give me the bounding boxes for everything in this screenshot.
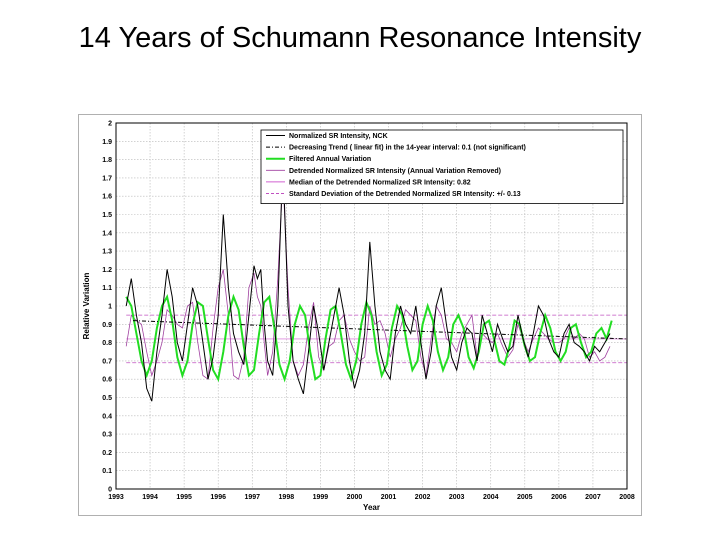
y-tick-label: 0.7	[102, 358, 112, 365]
x-axis-label: Year	[363, 503, 380, 512]
trend-line	[133, 320, 628, 340]
legend-entry: Median of the Detrended Normalized SR In…	[289, 179, 471, 186]
x-tick-label: 2001	[381, 494, 397, 501]
y-tick-label: 1.9	[102, 139, 112, 146]
chart-figure: 0 0.1 0.2 0.3 0.4 0.5 0.6 0.7 0.8 0.9 1 1.1 1.2 1.3 1.…	[78, 114, 642, 516]
y-tick-label: 1.5	[102, 212, 112, 219]
y-tick-label: 0.2	[102, 450, 112, 457]
y-tick-label: 0.3	[102, 432, 112, 439]
y-tick-label: 0.4	[102, 413, 112, 420]
plot-border	[115, 122, 628, 490]
y-tick-label: 1.8	[102, 157, 112, 164]
x-tick-label: 1996	[210, 494, 226, 501]
legend-entry: Detrended Normalized SR Intensity (Annua…	[289, 168, 501, 175]
x-tick-label: 2000	[347, 494, 363, 501]
x-tick-label: 1993	[108, 494, 124, 501]
y-tick-label: 1.3	[102, 249, 112, 256]
x-tick-label: 2005	[517, 494, 533, 501]
y-tick-label: 1.7	[102, 175, 112, 182]
legend-box	[260, 129, 624, 204]
series-filtered-line	[125, 293, 613, 383]
slide-title: 14 Years of Schumann Resonance Intensity	[78, 22, 642, 54]
y-tick-label: 0.5	[102, 395, 112, 402]
y-tick-label: 0.9	[102, 322, 112, 329]
y-tick-label: 0.1	[102, 468, 112, 475]
chart-svg: 0 0.1 0.2 0.3 0.4 0.5 0.6 0.7 0.8 0.9 1 1.1 1.2 1.3 1.…	[82, 121, 635, 513]
legend-entry: Filtered Annual Variation	[289, 156, 371, 163]
series-layer	[125, 159, 628, 402]
x-tick-label: 2006	[551, 494, 567, 501]
series-normalized-line	[125, 159, 611, 402]
y-axis-label: Relative Variation	[82, 273, 91, 340]
y-tick-label: 1	[108, 304, 112, 311]
x-tick-label: 2003	[449, 494, 465, 501]
legend: Normalized SR Intensity, NCK Decreasing T…	[260, 129, 624, 204]
y-tick-label: 1.1	[102, 285, 112, 292]
x-tick-label: 1995	[176, 494, 192, 501]
x-tick-label: 2004	[483, 494, 499, 501]
y-tick-label: 1.4	[102, 230, 112, 237]
x-tick-label: 1997	[244, 494, 260, 501]
y-tick-label: 0.8	[102, 340, 112, 347]
legend-entry: Decreasing Trend ( linear fit) in the 14…	[289, 145, 526, 152]
legend-entry: Normalized SR Intensity, NCK	[289, 133, 388, 140]
y-tick-label: 0.6	[102, 377, 112, 384]
x-tick-label: 2007	[585, 494, 601, 501]
y-tick-label: 1.2	[102, 267, 112, 274]
x-tick-label: 1994	[142, 494, 158, 501]
x-tick-label: 2008	[619, 494, 635, 501]
x-tick-label: 1998	[279, 494, 295, 501]
y-tick-label: 2	[108, 121, 112, 128]
tick-labels: 0 0.1 0.2 0.3 0.4 0.5 0.6 0.7 0.8 0.9 1 1.1 1.2 1.3 1.…	[102, 121, 635, 502]
y-tick-label: 0	[108, 487, 112, 494]
y-tick-label: 1.6	[102, 194, 112, 201]
legend-entry: Standard Deviation of the Detrended Norm…	[289, 191, 521, 198]
x-tick-label: 2002	[415, 494, 431, 501]
x-tick-label: 1999	[313, 494, 329, 501]
